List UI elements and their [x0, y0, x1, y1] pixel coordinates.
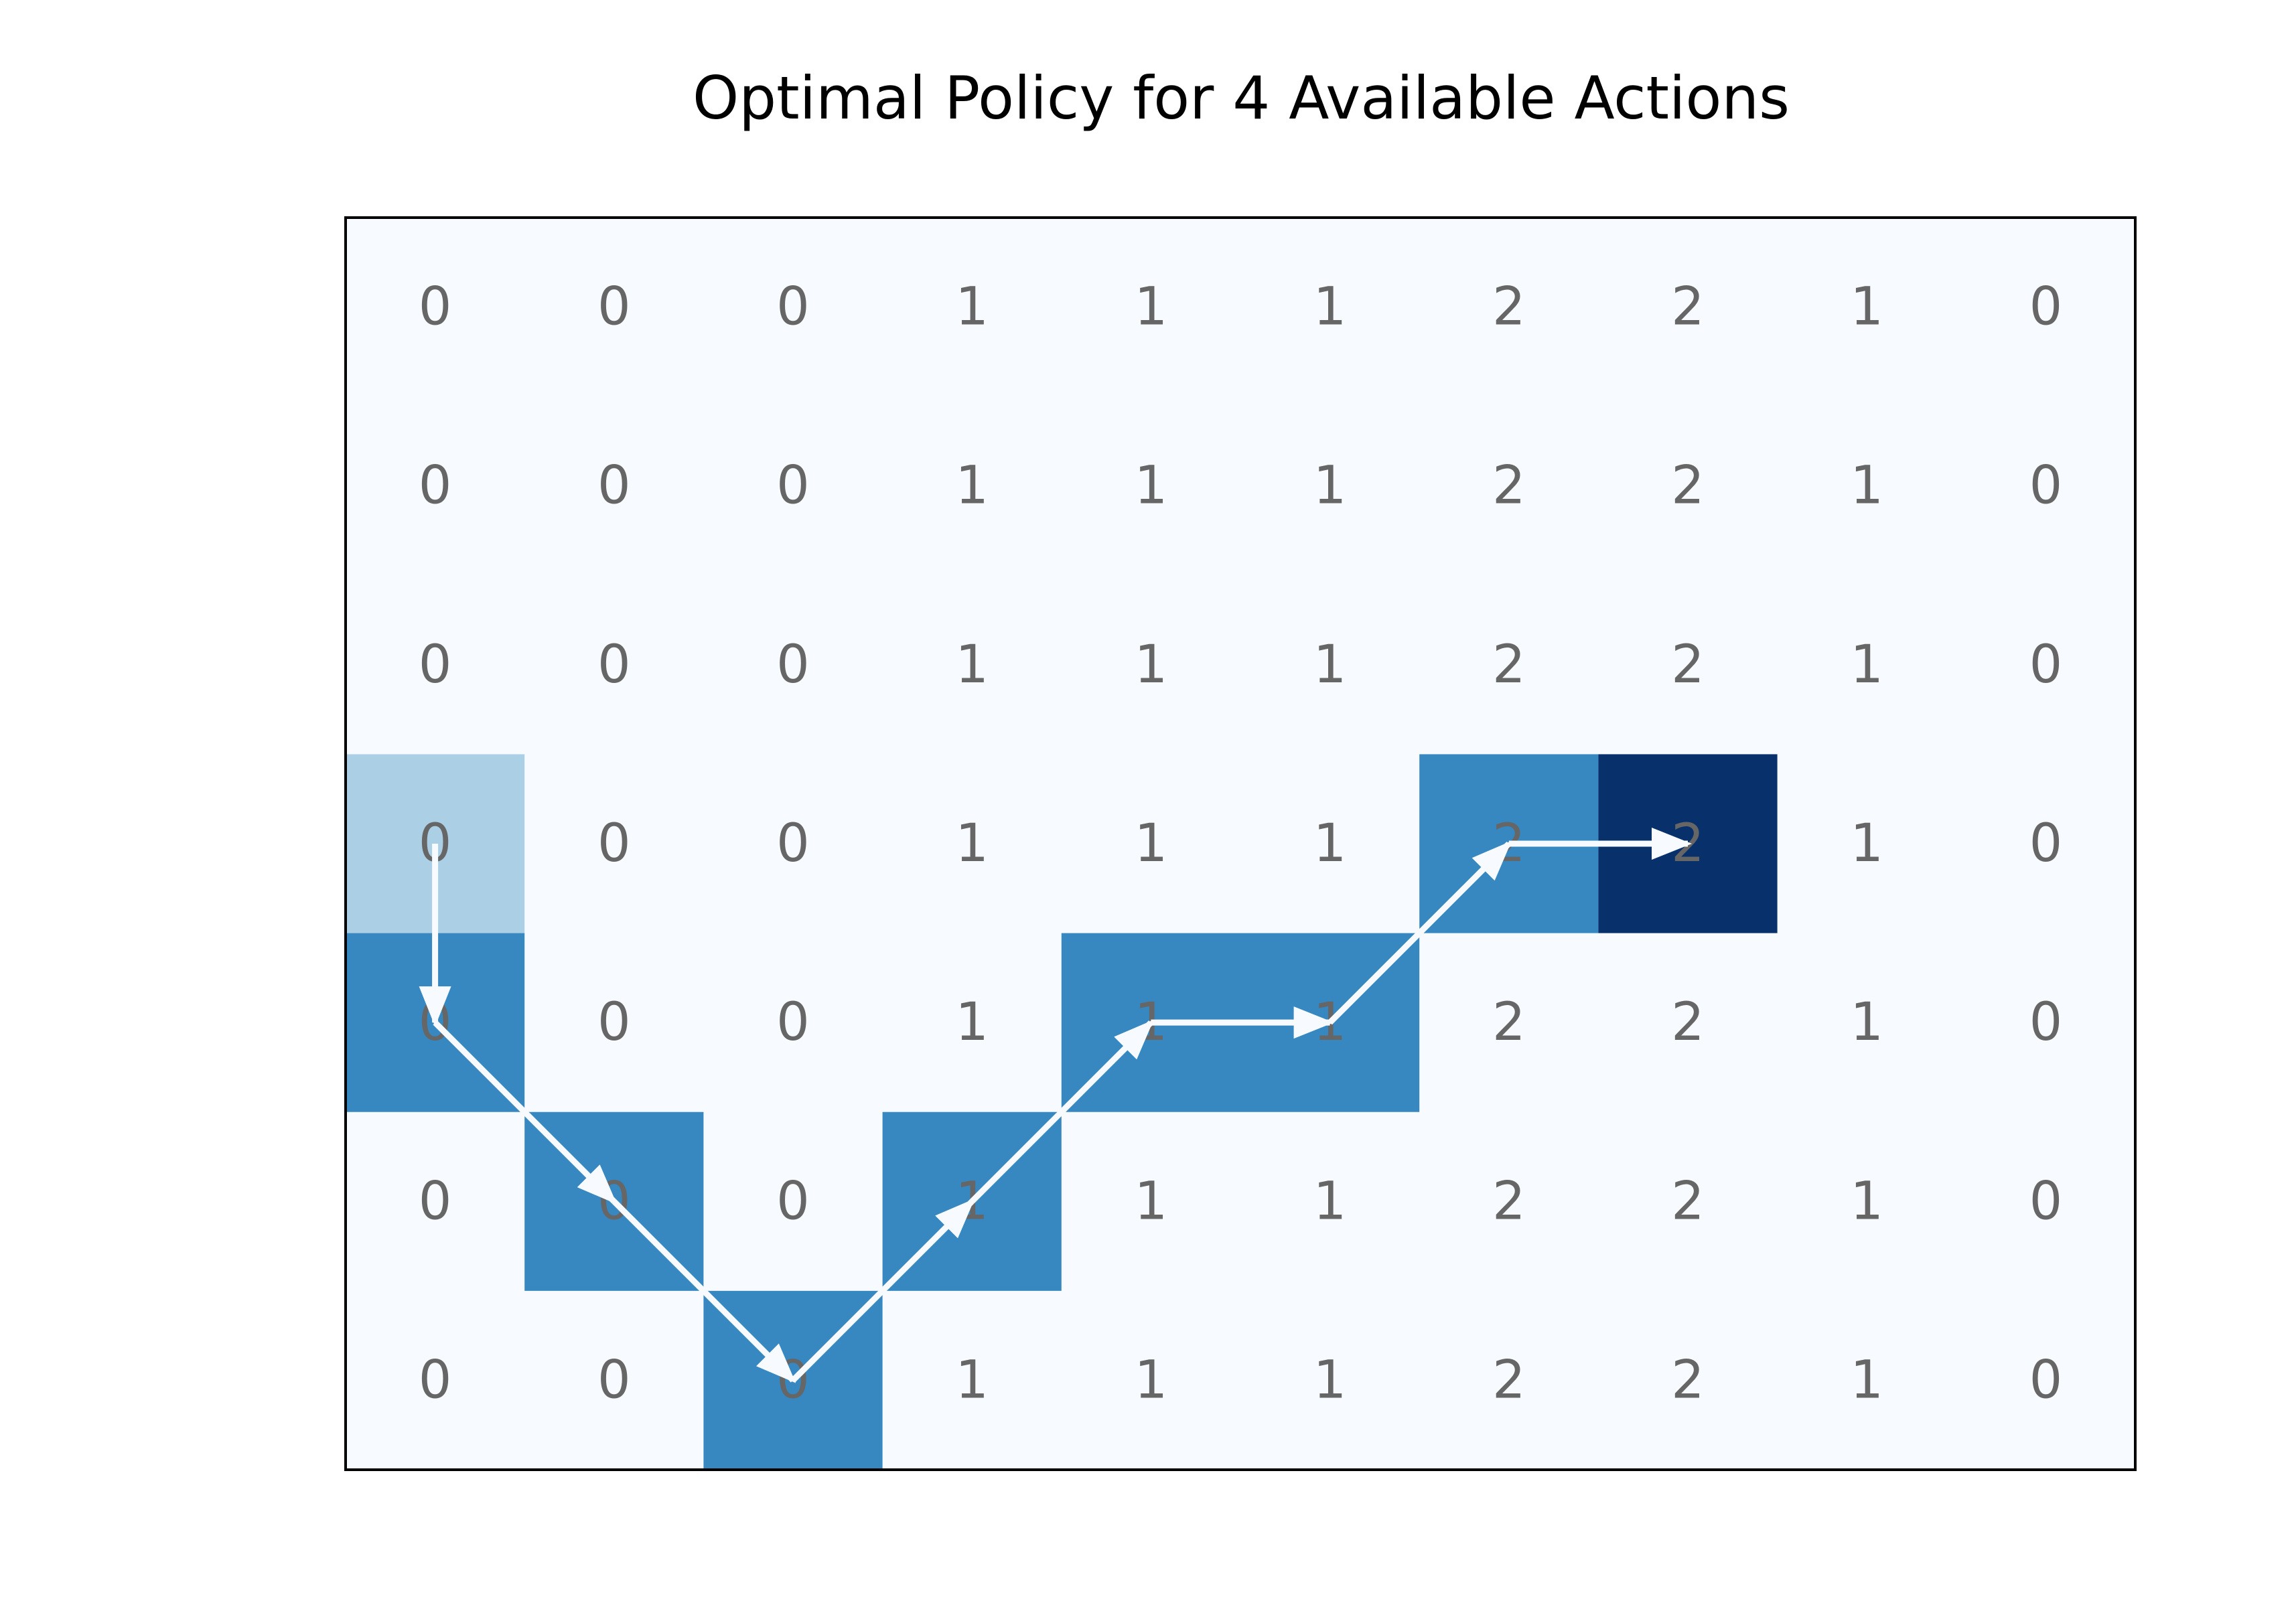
cells-layer: [346, 218, 2135, 1470]
cell-label-r2-c7: 2: [1671, 635, 1705, 695]
cell-label-r5-c8: 1: [1850, 1171, 1883, 1231]
cell-label-r5-c4: 1: [1135, 1171, 1168, 1231]
cell-label-r1-c7: 2: [1671, 456, 1705, 516]
path-arrow-7: [1328, 840, 1512, 1025]
cell-label-r6-c4: 1: [1135, 1350, 1168, 1410]
cell-label-r3-c1: 0: [597, 814, 631, 874]
cell-label-r0-c2: 0: [776, 277, 810, 337]
cell-label-r3-c9: 0: [2029, 814, 2063, 874]
cell-label-r5-c0: 0: [419, 1171, 452, 1231]
cell-label-r1-c3: 1: [955, 456, 989, 516]
cell-label-r2-c1: 0: [597, 635, 631, 695]
cell-label-r1-c2: 0: [776, 456, 810, 516]
cell-label-r6-c8: 1: [1850, 1350, 1883, 1410]
cell-label-r1-c4: 1: [1135, 456, 1168, 516]
cell-label-r6-c3: 1: [955, 1350, 989, 1410]
cell-label-r0-c7: 2: [1671, 277, 1705, 337]
path-arrow-5: [970, 1019, 1154, 1204]
path-arrow-3: [612, 1199, 796, 1383]
cell-label-r0-c6: 2: [1492, 277, 1526, 337]
cell-label-r2-c9: 0: [2029, 635, 2063, 695]
cell-label-r5-c9: 0: [2029, 1171, 2063, 1231]
cell-label-r4-c8: 1: [1850, 992, 1883, 1053]
cell-label-r3-c8: 1: [1850, 814, 1883, 874]
arrows-layer: [419, 828, 1692, 1383]
cell-label-r2-c8: 1: [1850, 635, 1883, 695]
cell-label-r2-c2: 0: [776, 635, 810, 695]
cell-label-r0-c9: 0: [2029, 277, 2063, 337]
cell-label-r4-c7: 2: [1671, 992, 1705, 1053]
cell-label-r1-c6: 2: [1492, 456, 1526, 516]
cell-label-r0-c5: 1: [1313, 277, 1347, 337]
path-arrow-2: [433, 1020, 618, 1205]
cell-label-r4-c2: 0: [776, 992, 810, 1053]
cell-label-r3-c4: 1: [1135, 814, 1168, 874]
cell-label-r3-c5: 1: [1313, 814, 1347, 874]
cell-label-r3-c3: 1: [955, 814, 989, 874]
cell-label-r4-c9: 0: [2029, 992, 2063, 1053]
cell-label-r2-c3: 1: [955, 635, 989, 695]
cell-label-r4-c6: 2: [1492, 992, 1526, 1053]
chart-title: Optimal Policy for 4 Available Actions: [693, 64, 1790, 133]
cell-label-r1-c5: 1: [1313, 456, 1347, 516]
cell-label-r2-c5: 1: [1313, 635, 1347, 695]
cell-label-r1-c0: 0: [419, 456, 452, 516]
cell-label-r5-c6: 2: [1492, 1171, 1526, 1231]
cell-label-r6-c0: 0: [419, 1350, 452, 1410]
plot-frame: [344, 216, 2137, 1471]
cell-label-r2-c6: 2: [1492, 635, 1526, 695]
cell-label-r5-c7: 2: [1671, 1171, 1705, 1231]
cell-label-r6-c5: 1: [1313, 1350, 1347, 1410]
cell-label-r1-c9: 0: [2029, 456, 2063, 516]
cell-label-r6-c1: 0: [597, 1350, 631, 1410]
cell-label-r6-c7: 2: [1671, 1350, 1705, 1410]
path-arrow-4: [790, 1199, 975, 1383]
cell-label-r2-c4: 1: [1135, 635, 1168, 695]
cell-label-r6-c6: 2: [1492, 1350, 1526, 1410]
cell-label-r3-c2: 0: [776, 814, 810, 874]
cell-label-r2-c0: 0: [419, 635, 452, 695]
cell-label-r0-c1: 0: [597, 277, 631, 337]
cell-label-r4-c1: 0: [597, 992, 631, 1053]
cell-label-r0-c3: 1: [955, 277, 989, 337]
cell-label-r0-c4: 1: [1135, 277, 1168, 337]
cell-label-r1-c1: 0: [597, 456, 631, 516]
cell-label-r6-c9: 0: [2029, 1350, 2063, 1410]
cell-label-r0-c0: 0: [419, 277, 452, 337]
cell-label-r4-c3: 1: [955, 992, 989, 1053]
cell-label-r5-c5: 1: [1313, 1171, 1347, 1231]
cell-label-r5-c2: 0: [776, 1171, 810, 1231]
cell-label-r0-c8: 1: [1850, 277, 1883, 337]
cell-label-r1-c8: 1: [1850, 456, 1883, 516]
